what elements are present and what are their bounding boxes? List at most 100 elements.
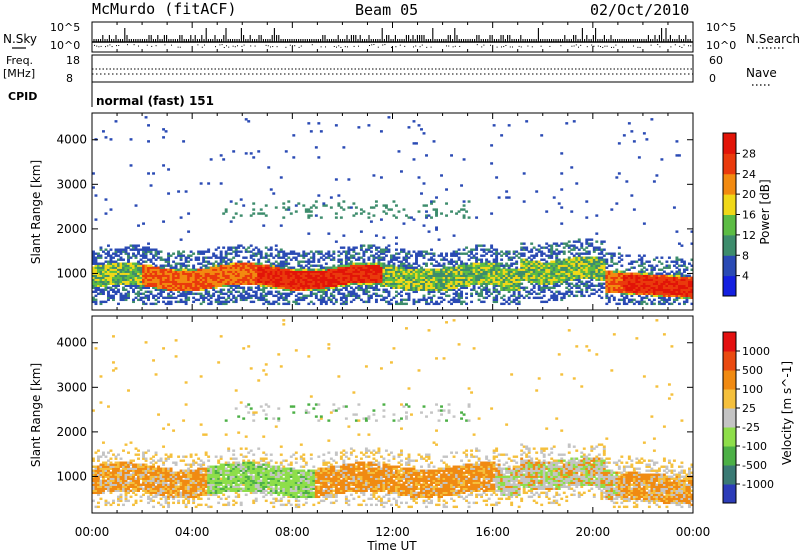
power-cell: [197, 252, 201, 255]
power-cell: [625, 180, 629, 183]
power-cell: [182, 250, 186, 253]
power-cell: [630, 266, 634, 269]
power-cell: [567, 246, 571, 249]
power-cell: [239, 268, 243, 271]
power-cell: [224, 300, 228, 304]
power-cell: [149, 276, 153, 279]
power-cell: [169, 288, 173, 292]
power-cell: [287, 266, 291, 269]
power-cell: [497, 272, 501, 275]
power-cell: [232, 280, 236, 283]
power-cell: [425, 250, 428, 253]
power-cell: [395, 290, 398, 294]
power-cell: [189, 274, 193, 277]
power-cell: [199, 250, 203, 253]
power-cell: [199, 262, 203, 265]
power-cell: [412, 142, 416, 145]
power-cell: [585, 264, 589, 267]
power-cell: [432, 282, 436, 285]
power-cell: [137, 224, 140, 227]
power-cell: [620, 298, 624, 302]
power-cell: [565, 122, 569, 125]
power-cell: [122, 286, 125, 290]
power-cell: [625, 284, 629, 288]
power-cell: [217, 264, 221, 267]
power-cell: [329, 274, 333, 277]
power-cell: [269, 278, 273, 281]
power-cell: [565, 258, 569, 261]
power-cell: [379, 250, 383, 253]
power-cell: [104, 284, 108, 288]
power-cell: [560, 268, 564, 271]
power-cell: [369, 246, 373, 249]
power-cell: [297, 298, 301, 302]
power-cell: [425, 264, 428, 267]
power-cell: [407, 286, 411, 290]
power-cell: [392, 214, 396, 217]
power-cell: [282, 266, 286, 269]
power-cell: [257, 286, 261, 290]
power-cell: [379, 258, 383, 261]
power-cell: [527, 290, 531, 294]
power-cell: [247, 262, 251, 265]
power-cell: [389, 286, 393, 290]
power-cell: [565, 270, 569, 273]
power-cell: [214, 264, 218, 267]
power-cell: [630, 292, 634, 296]
power-cell: [237, 264, 241, 267]
power-cell: [104, 286, 108, 290]
power-cell: [224, 266, 228, 269]
power-cell: [384, 204, 388, 207]
power-cell: [202, 250, 206, 253]
power-cell: [640, 258, 644, 261]
power-cell: [600, 260, 604, 263]
power-cell: [172, 286, 176, 290]
power-cell: [597, 252, 601, 255]
power-cell: [379, 274, 383, 277]
power-cell: [284, 288, 288, 292]
power-cell: [147, 296, 150, 300]
power-cell: [132, 248, 135, 251]
power-cell: [395, 256, 398, 259]
power-cell: [545, 286, 549, 290]
power-cell: [277, 276, 281, 279]
power-cell: [402, 284, 406, 288]
power-cell: [247, 268, 251, 271]
power-cell: [142, 268, 145, 271]
power-cell: [457, 288, 461, 292]
power-cell: [570, 252, 574, 255]
power-cell: [392, 200, 396, 203]
power-cell: [555, 274, 559, 277]
power-cell: [362, 272, 366, 275]
power-cell: [354, 252, 358, 255]
power-cell: [92, 186, 95, 189]
power-cell: [432, 252, 436, 255]
power-cell: [560, 250, 564, 253]
power-cell: [204, 282, 208, 285]
power-cell: [462, 204, 466, 207]
nsearch-dot: [518, 45, 520, 47]
nsearch-dot: [476, 44, 478, 46]
power-cell: [522, 262, 526, 265]
power-cell: [540, 300, 544, 304]
power-cell: [545, 268, 549, 271]
power-cell: [555, 244, 559, 247]
power-cell: [239, 286, 243, 290]
power-cell: [590, 264, 594, 267]
power-cell: [212, 294, 216, 298]
power-cell: [645, 272, 649, 275]
power-cell: [462, 270, 466, 273]
power-cell: [560, 242, 564, 245]
power-cell: [97, 266, 100, 269]
power-cell: [322, 202, 326, 205]
power-cell: [134, 268, 138, 271]
power-cell: [324, 262, 328, 265]
power-cell: [465, 278, 469, 281]
nsearch-dot: [96, 45, 98, 47]
power-cell: [339, 270, 343, 273]
power-cell: [535, 282, 539, 285]
power-cell: [530, 260, 534, 263]
power-cell: [324, 280, 328, 283]
power-cell: [342, 282, 346, 285]
nsearch-dot: [639, 46, 641, 48]
